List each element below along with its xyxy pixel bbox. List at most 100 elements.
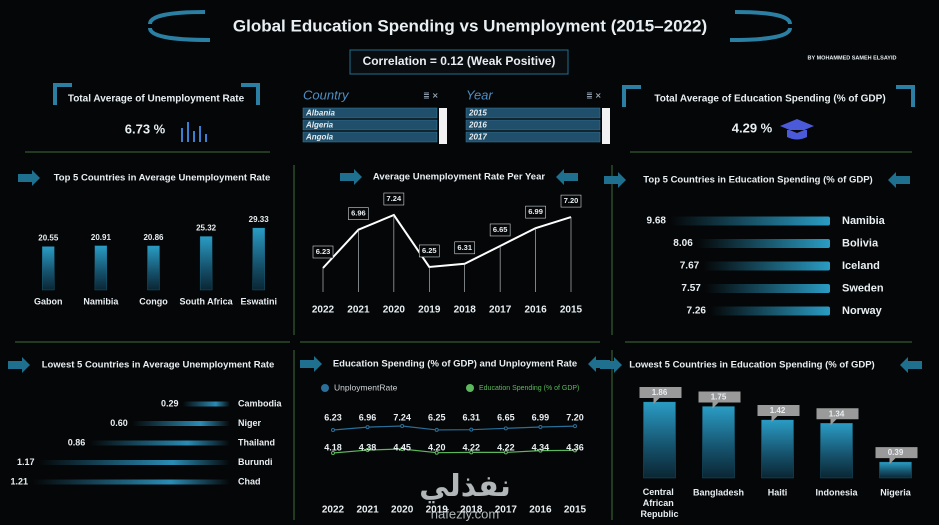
bar — [89, 440, 230, 446]
slicer-item-label: Algeria — [305, 121, 334, 130]
data-label: 1.21 — [10, 476, 28, 486]
bar — [643, 401, 676, 479]
data-label: 4.45 — [393, 442, 411, 452]
bar — [670, 216, 830, 226]
data-label: 25.32 — [196, 224, 217, 233]
data-label: 7.24 — [387, 194, 402, 203]
bar — [702, 406, 735, 479]
bar — [42, 246, 55, 291]
data-label: 4.36 — [566, 442, 584, 452]
data-label: 29.33 — [249, 215, 270, 224]
title-decoration — [729, 10, 792, 42]
legend-marker — [321, 384, 329, 392]
title-arrow — [300, 356, 322, 372]
kpi-value: 4.29 % — [732, 120, 773, 135]
category-label: Namibia — [842, 215, 886, 227]
bar — [94, 245, 108, 291]
chart-title: Education Spending (% of GDP) and Unploy… — [333, 359, 577, 370]
point — [573, 448, 577, 453]
data-label: 20.55 — [38, 234, 59, 243]
point — [365, 425, 370, 430]
slicer-item — [302, 119, 438, 131]
data-label: 0.86 — [68, 437, 86, 447]
point — [469, 450, 474, 455]
title-arrow — [340, 169, 362, 185]
category-label: Eswatini — [240, 296, 277, 306]
legend-label: UnploymentRate — [334, 382, 398, 392]
data-label: 7.57 — [681, 283, 701, 294]
point — [434, 450, 439, 455]
data-label: 20.86 — [143, 233, 164, 242]
dashboard-title: Global Education Spending vs Unemploymen… — [233, 16, 707, 35]
kpi-title: Total Average of Education Spending (% o… — [654, 94, 885, 105]
kpi-value: 6.73 % — [125, 121, 166, 136]
category-label: Burundi — [238, 457, 273, 467]
data-label-box — [816, 408, 859, 426]
x-tick-label: 2017 — [489, 305, 512, 316]
x-tick-label: 2021 — [356, 505, 379, 516]
data-label-box — [757, 404, 800, 422]
data-label: 6.96 — [359, 412, 377, 422]
slicer-item-label: 2016 — [468, 121, 487, 130]
data-label: 7.67 — [680, 261, 700, 272]
data-label: 6.31 — [463, 412, 481, 422]
slicer-item — [465, 107, 601, 119]
point — [538, 424, 543, 429]
slicer-item-label: Albania — [305, 109, 335, 118]
data-label: 6.25 — [428, 412, 446, 422]
chart-title: Lowest 5 Countries in Education Spending… — [629, 360, 874, 371]
category-label: Congo — [139, 296, 168, 306]
x-tick-label: 2020 — [391, 505, 414, 516]
data-label: 4.22 — [497, 442, 515, 452]
data-label-box — [418, 244, 440, 258]
data-label-box — [698, 391, 741, 409]
category-label: Cambodia — [238, 398, 283, 408]
data-label: 8.06 — [673, 238, 693, 249]
point — [331, 428, 335, 432]
bar — [696, 239, 830, 248]
x-tick-label: 2015 — [560, 305, 583, 316]
category-label: Bolivia — [842, 237, 879, 249]
line — [332, 448, 576, 454]
correlation: Correlation = 0.12 (Weak Positive) — [363, 54, 556, 68]
data-label-box — [560, 194, 582, 208]
data-label-box — [525, 205, 546, 219]
slicer-item — [302, 131, 438, 143]
bar — [879, 461, 912, 479]
point — [469, 427, 474, 432]
title-arrow — [600, 357, 622, 373]
kpi-frame — [622, 85, 915, 107]
line — [322, 213, 572, 269]
data-label-box — [312, 245, 334, 259]
watermark: نفذلي — [419, 470, 511, 504]
bar — [32, 479, 230, 485]
bar — [38, 460, 230, 465]
data-label: 0.29 — [161, 398, 179, 408]
data-label: 1.42 — [770, 406, 786, 415]
slicer-scrollbar — [602, 108, 610, 144]
point — [434, 427, 439, 432]
data-label: 6.23 — [316, 247, 331, 256]
data-label: 7.20 — [564, 196, 579, 205]
point — [400, 447, 405, 451]
x-tick-label: 2022 — [322, 505, 345, 516]
category-label: Namibia — [83, 296, 119, 306]
slicer-icon: ≣ ⨯ — [423, 91, 439, 100]
point — [573, 424, 577, 429]
x-tick-label: 2019 — [426, 505, 449, 516]
data-label-box — [875, 447, 918, 465]
data-label-box — [383, 192, 405, 206]
bar — [703, 261, 830, 271]
legend-marker — [466, 384, 474, 392]
education-icon — [780, 119, 814, 140]
category-label: Thailand — [238, 437, 275, 447]
kpi-frame — [53, 83, 260, 105]
data-label: 4.34 — [532, 442, 550, 452]
data-label: 7.26 — [687, 306, 707, 317]
line — [332, 425, 576, 431]
title-arrow — [888, 172, 910, 188]
chart-title: Average Unemployment Rate Per Year — [373, 172, 545, 183]
x-tick-label: 2021 — [347, 305, 370, 316]
data-label: 1.34 — [829, 409, 845, 418]
